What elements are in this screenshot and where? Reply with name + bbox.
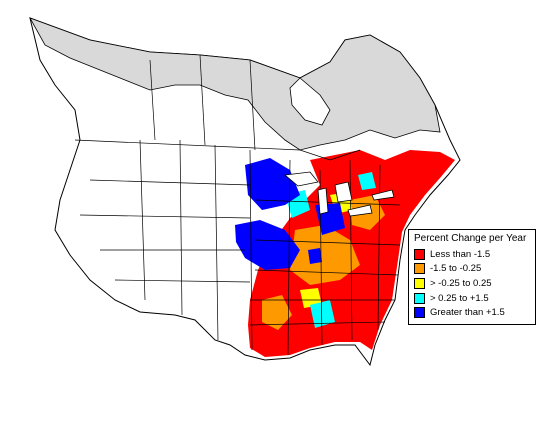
legend-swatch <box>414 292 425 304</box>
range-yellow-2 <box>300 288 322 308</box>
range-cyan-3 <box>358 172 376 190</box>
legend-swatch <box>414 263 425 275</box>
legend: Percent Change per Year Less than -1.5 -… <box>408 229 536 325</box>
great-lakes <box>284 171 395 217</box>
legend-item-minus-0-25-to-0-25: > -0.25 to 0.25 <box>414 276 530 291</box>
legend-swatch <box>414 248 425 260</box>
legend-label: > -0.25 to 0.25 <box>430 277 492 289</box>
legend-title: Percent Change per Year <box>414 233 527 244</box>
range-cyan-2 <box>310 300 335 328</box>
range-orange-3 <box>262 295 292 330</box>
legend-item-minus-1-5-to-minus-0-25: -1.5 to -0.25 <box>414 262 530 277</box>
range-blue-4 <box>308 248 322 264</box>
legend-item-greater-than-1-5: Greater than +1.5 <box>414 305 530 320</box>
legend-swatch <box>414 277 425 289</box>
legend-label: Greater than +1.5 <box>430 307 505 319</box>
legend-item-0-25-to-1-5: > 0.25 to +1.5 <box>414 291 530 306</box>
legend-label: > 0.25 to +1.5 <box>430 292 489 304</box>
legend-item-less-than-minus-1-5: Less than -1.5 <box>414 247 530 262</box>
legend-label: -1.5 to -0.25 <box>430 263 482 275</box>
legend-label: Less than -1.5 <box>430 248 491 260</box>
range-blue-1 <box>245 158 300 210</box>
legend-swatch <box>414 307 425 319</box>
range-orange-1 <box>290 225 360 285</box>
hudson-bay <box>289 77 331 126</box>
